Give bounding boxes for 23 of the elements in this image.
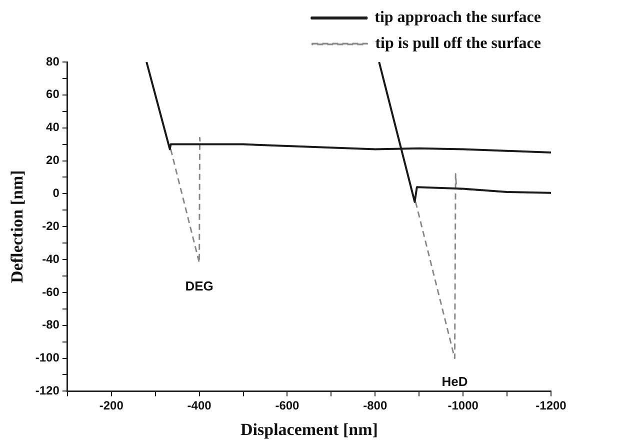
y-tick-label: -40 — [42, 252, 60, 266]
x-tick-label: -200 — [99, 398, 124, 413]
x-axis-title: Displacement [nm] — [240, 420, 378, 440]
y-tick-label: -80 — [42, 318, 60, 332]
x-tick-label: -600 — [275, 398, 300, 413]
x-tick-label: -1200 — [536, 398, 567, 413]
x-tick-label: -800 — [363, 398, 388, 413]
y-tick-label: 80 — [46, 54, 60, 68]
y-tick-label: 20 — [46, 153, 60, 168]
legend-label: tip is pull off the surface — [375, 35, 542, 52]
y-tick-label: 60 — [46, 87, 60, 102]
y-tick-label: -120 — [35, 384, 60, 398]
y-tick-label: -20 — [42, 218, 60, 233]
y-axis-title: Deflection [nm] — [8, 170, 27, 284]
y-tick-label: 0 — [52, 186, 60, 200]
y-tick-label: -60 — [42, 284, 60, 299]
annotation: HeD — [442, 374, 468, 389]
y-tick-label: -100 — [35, 350, 60, 365]
legend-label: tip approach the surface — [374, 9, 542, 26]
x-tick-label: -1000 — [448, 398, 479, 413]
annotation: DEG — [185, 278, 214, 294]
y-tick-label: 40 — [46, 120, 60, 134]
x-tick-label: -400 — [187, 398, 212, 413]
